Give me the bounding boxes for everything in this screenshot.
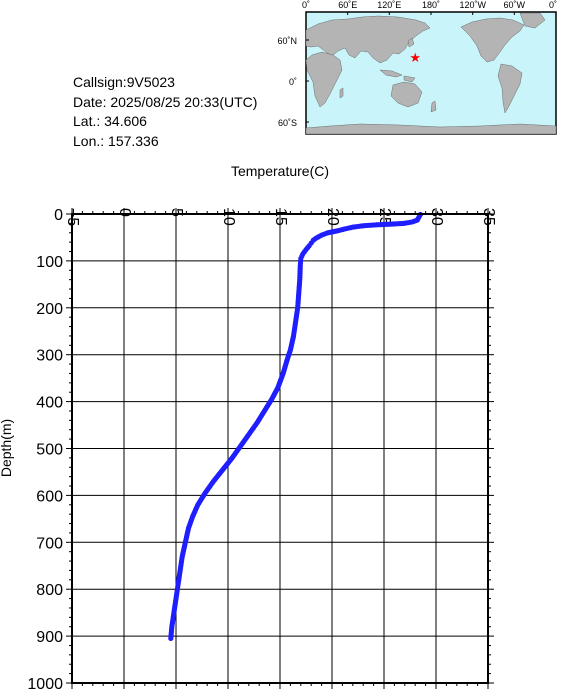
land-indonesia <box>379 69 403 78</box>
lon-text: Lon.: 157.336 <box>73 133 159 149</box>
chart-grid <box>71 213 489 684</box>
map-lon-label: 60˚W <box>504 0 526 10</box>
x-tick-label: 20 <box>324 208 341 226</box>
y-tick-label: 0 <box>54 207 63 224</box>
land-south-america <box>497 63 523 114</box>
map-lat-label: 60˚N <box>277 36 297 46</box>
y-tick-label: 600 <box>36 488 63 505</box>
x-axis-title: Temperature(C) <box>231 163 329 179</box>
map-lon-label: 60˚E <box>338 0 357 10</box>
map-lon-labels: 0˚ 60˚E 120˚E 180˚ 120˚W 60˚W 0˚ <box>302 0 557 10</box>
land-madagascar <box>339 87 344 99</box>
inset-map: 0˚ 60˚E 120˚E 180˚ 120˚W 60˚W 0˚ 60˚N 0˚… <box>277 0 557 135</box>
map-lon-label: 0˚ <box>302 0 310 10</box>
map-lon-label: 120˚W <box>459 0 486 10</box>
temperature-series <box>168 211 423 642</box>
data-point <box>168 635 174 642</box>
y-tick-label: 800 <box>36 582 63 599</box>
land-australia <box>390 81 423 108</box>
y-tick-label: 500 <box>36 442 63 459</box>
land-antarctica <box>305 123 557 135</box>
land-north-america <box>460 17 525 63</box>
profile-chart: −5 0 5 10 15 20 25 30 35 01002003004005006007008… <box>0 163 497 690</box>
land-new-guinea <box>403 75 416 83</box>
land-japan <box>407 37 415 48</box>
land-greenland <box>519 12 546 29</box>
map-lon-label: 120˚E <box>377 0 401 10</box>
y-tick-labels: 0 100 200 300 400 500 600 700 800 900 1000 <box>27 207 63 690</box>
y-tick-label: 200 <box>36 301 63 318</box>
x-tick-label: 0 <box>116 208 133 217</box>
map-land <box>305 12 557 135</box>
star-icon: ★ <box>409 51 421 66</box>
map-lon-label: 0˚ <box>549 0 557 10</box>
x-tick-label: 10 <box>220 208 237 226</box>
map-lat-labels: 60˚N 0˚ 60˚S <box>277 36 297 128</box>
x-tick-labels: −5 0 5 10 15 20 25 30 35 <box>64 208 497 226</box>
map-lon-label: 180˚ <box>422 0 440 10</box>
map-lat-label: 0˚ <box>289 77 297 87</box>
land-africa <box>305 51 343 108</box>
callsign-text: Callsign:9V5023 <box>73 74 175 90</box>
plot-frame <box>71 213 489 684</box>
station-info: Callsign:9V5023 Date: 2025/08/25 20:33(U… <box>73 74 257 149</box>
y-tick-label: 700 <box>36 535 63 552</box>
x-tick-label: 15 <box>272 208 289 226</box>
date-text: Date: 2025/08/25 20:33(UTC) <box>73 94 257 110</box>
y-axis-title: Depth(m) <box>0 419 14 477</box>
x-tick-label: 25 <box>376 208 393 226</box>
lat-text: Lat.: 34.606 <box>73 113 147 129</box>
land-new-zealand <box>430 100 437 113</box>
y-tick-label: 900 <box>36 629 63 646</box>
y-tick-label: 1000 <box>27 676 63 690</box>
y-tick-label: 300 <box>36 348 63 365</box>
x-tick-label: 30 <box>428 208 445 226</box>
y-tick-label: 400 <box>36 395 63 412</box>
x-tick-label: 5 <box>168 208 185 217</box>
y-tick-label: 100 <box>36 254 63 271</box>
map-ticks <box>305 12 557 123</box>
map-lat-label: 60˚S <box>278 118 297 128</box>
